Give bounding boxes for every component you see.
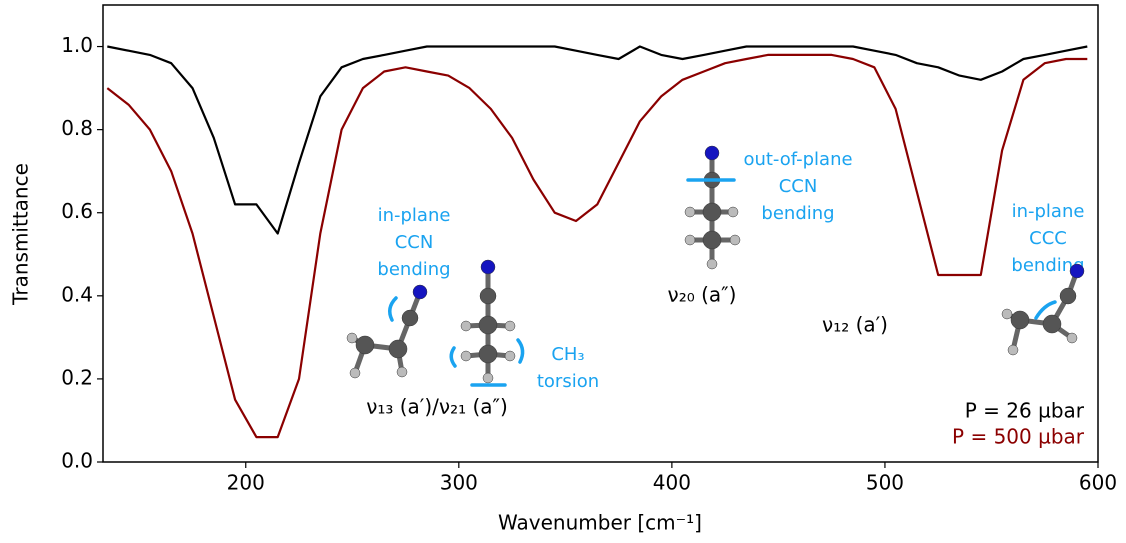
mode-label: ν₁₂ (a′) xyxy=(822,313,888,337)
y-tick-label: 0.4 xyxy=(61,282,93,306)
atom xyxy=(684,206,696,218)
atom xyxy=(478,315,498,335)
atom xyxy=(1042,314,1062,334)
motion-arrow xyxy=(449,346,457,368)
annotation: CCN xyxy=(779,176,818,197)
x-tick-label: 200 xyxy=(227,471,265,495)
annotation: CH₃ xyxy=(551,344,584,365)
x-tick-label: 300 xyxy=(440,471,478,495)
atom xyxy=(396,366,408,378)
x-tick-label: 600 xyxy=(1079,471,1117,495)
x-axis-label: Wavenumber [cm⁻¹] xyxy=(498,511,702,535)
molecule xyxy=(684,145,741,270)
molecule xyxy=(1001,263,1085,356)
y-tick-label: 0.6 xyxy=(61,199,93,223)
atom xyxy=(704,145,720,161)
annotation: CCC xyxy=(1029,228,1067,249)
atom xyxy=(1007,344,1019,356)
annotation: bending xyxy=(761,203,834,224)
motion-arrow xyxy=(388,296,398,322)
atom xyxy=(401,309,419,327)
molecule xyxy=(460,259,516,384)
x-tick-label: 400 xyxy=(653,471,691,495)
atom xyxy=(355,335,375,355)
y-axis-label: Transmittance xyxy=(9,163,33,306)
atom xyxy=(684,234,696,246)
series-line xyxy=(107,45,1088,235)
series-line xyxy=(106,53,1088,439)
atom xyxy=(702,202,722,222)
annotation: torsion xyxy=(537,371,599,392)
atom xyxy=(1001,308,1013,320)
atom xyxy=(1059,287,1077,305)
atom xyxy=(460,350,472,362)
plot-frame xyxy=(102,4,1099,463)
atom xyxy=(412,284,428,300)
annotation: out-of-plane xyxy=(743,149,852,170)
atom xyxy=(460,320,472,332)
annotation: in-plane xyxy=(1012,201,1085,222)
atom xyxy=(346,332,358,344)
y-tick-label: 0.2 xyxy=(61,365,93,389)
atom xyxy=(702,230,722,250)
mode-label: ν₁₃ (a′)/ν₂₁ (a″) xyxy=(366,395,508,419)
atom xyxy=(480,259,496,275)
mode-label: ν₂₀ (a″) xyxy=(668,283,737,307)
annotation: bending xyxy=(377,259,450,280)
x-tick-label: 500 xyxy=(866,471,904,495)
y-tick-label: 1.0 xyxy=(61,33,93,57)
atom xyxy=(388,339,408,359)
annotation: bending xyxy=(1011,255,1084,276)
annotation: CCN xyxy=(395,232,434,253)
annotation: in-plane xyxy=(378,205,451,226)
atom xyxy=(1069,263,1085,279)
atom xyxy=(504,350,516,362)
atom xyxy=(504,320,516,332)
motion-arrow xyxy=(516,338,525,364)
legend-entry: P = 26 µbar xyxy=(965,399,1085,423)
atom xyxy=(478,344,498,364)
atom xyxy=(479,287,497,305)
atom xyxy=(729,234,741,246)
atom xyxy=(1010,310,1030,330)
atom xyxy=(482,372,494,384)
atom xyxy=(706,258,718,270)
atom xyxy=(349,367,361,379)
motion-arrow xyxy=(1034,300,1057,320)
legend-entry: P = 500 µbar xyxy=(952,425,1085,449)
atom xyxy=(727,206,739,218)
y-tick-label: 0.0 xyxy=(61,449,93,473)
y-tick-label: 0.8 xyxy=(61,116,93,140)
molecule xyxy=(346,284,428,379)
atom xyxy=(1066,332,1078,344)
